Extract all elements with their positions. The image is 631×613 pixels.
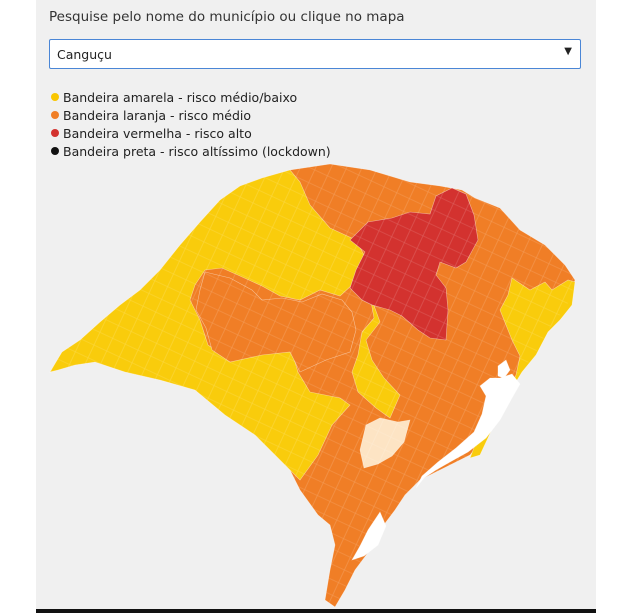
yellow-dot-icon — [51, 93, 59, 101]
state-map[interactable] — [0, 160, 631, 613]
legend-label: Bandeira vermelha - risco alto — [63, 125, 252, 141]
legend: Bandeira amarela - risco médio/baixo Ban… — [51, 88, 331, 160]
legend-label: Bandeira preta - risco altíssimo (lockdo… — [63, 143, 331, 159]
black-dot-icon — [51, 147, 59, 155]
orange-dot-icon — [51, 111, 59, 119]
legend-item-red: Bandeira vermelha - risco alto — [51, 124, 331, 142]
legend-label: Bandeira amarela - risco médio/baixo — [63, 89, 298, 105]
legend-label: Bandeira laranja - risco médio — [63, 107, 252, 123]
municipality-boundaries — [50, 164, 575, 607]
legend-item-yellow: Bandeira amarela - risco médio/baixo — [51, 88, 331, 106]
legend-item-orange: Bandeira laranja - risco médio — [51, 106, 331, 124]
municipality-select[interactable]: Canguçu ▼ — [49, 39, 581, 69]
bottom-border — [36, 609, 596, 613]
search-prompt: Pesquise pelo nome do município ou cliqu… — [49, 9, 405, 25]
legend-item-black: Bandeira preta - risco altíssimo (lockdo… — [51, 142, 331, 160]
selected-municipality: Canguçu — [57, 47, 112, 62]
dropdown-arrow-icon[interactable]: ▼ — [564, 46, 572, 57]
red-dot-icon — [51, 129, 59, 137]
